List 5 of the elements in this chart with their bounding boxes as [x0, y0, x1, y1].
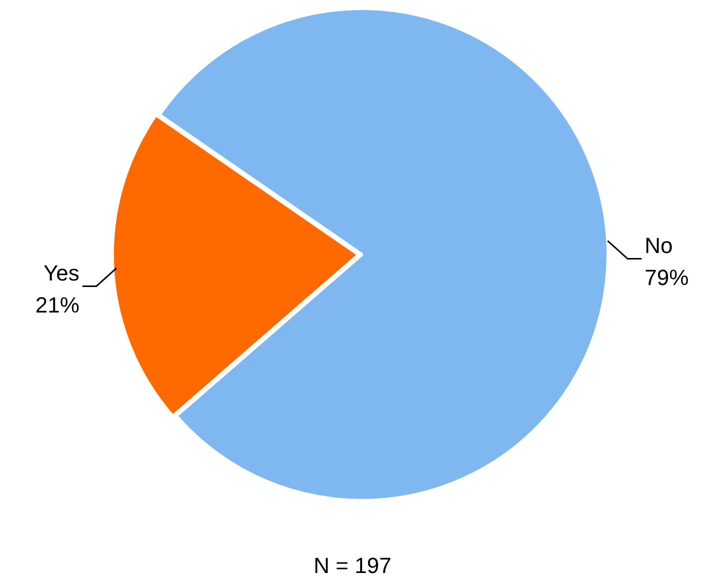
data-label: 79%	[644, 264, 689, 290]
data-label: 21%	[35, 292, 80, 318]
slice-label: No	[644, 232, 673, 258]
text: N = 197	[312, 553, 392, 579]
slice-label: Yes	[43, 260, 80, 286]
